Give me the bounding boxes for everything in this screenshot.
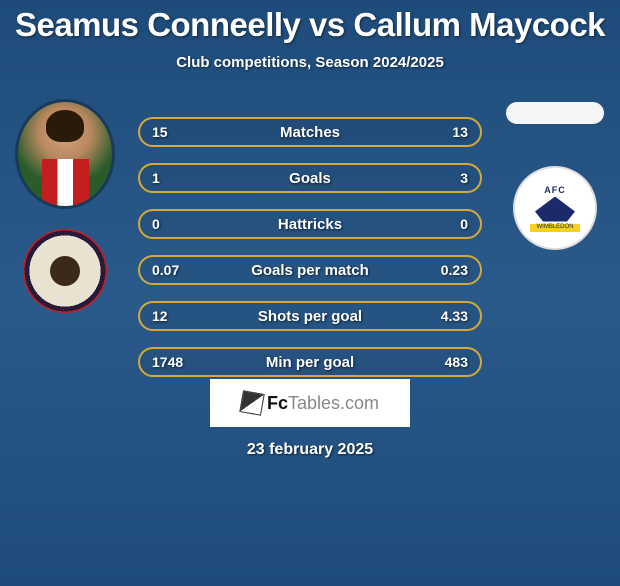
stat-right-value: 0 <box>460 216 468 232</box>
brand-prefix: Fc <box>267 393 288 413</box>
page-title: Seamus Conneelly vs Callum Maycock <box>0 6 620 44</box>
player-left-club-badge <box>23 229 107 313</box>
stat-label: Hattricks <box>278 216 342 233</box>
brand-suffix: Tables.com <box>288 393 379 413</box>
stat-row-hattricks: 0 Hattricks 0 <box>138 209 482 239</box>
stat-row-goals: 1 Goals 3 <box>138 163 482 193</box>
stat-left-value: 1748 <box>152 354 183 370</box>
badge-right-bottom-text: WIMBLEDON <box>530 224 580 232</box>
badge-right-eagle-icon <box>535 197 575 222</box>
stat-label: Min per goal <box>266 354 354 371</box>
player-left-photo <box>15 99 115 209</box>
stat-right-value: 483 <box>445 354 468 370</box>
stat-left-value: 15 <box>152 124 168 140</box>
badge-right-top-text: AFC <box>544 185 566 195</box>
footer-date: 23 february 2025 <box>0 441 620 459</box>
stat-label: Goals per match <box>251 262 369 279</box>
stat-label: Shots per goal <box>258 308 362 325</box>
comparison-content: AFC WIMBLEDON 15 Matches 13 1 Goals 3 0 … <box>0 99 620 369</box>
stat-row-goals-per-match: 0.07 Goals per match 0.23 <box>138 255 482 285</box>
stat-row-min-per-goal: 1748 Min per goal 483 <box>138 347 482 377</box>
player-right-photo-placeholder <box>506 102 604 124</box>
stat-left-value: 0 <box>152 216 160 232</box>
stat-label: Goals <box>289 170 331 187</box>
right-player-column: AFC WIMBLEDON <box>500 99 610 250</box>
stat-row-shots-per-goal: 12 Shots per goal 4.33 <box>138 301 482 331</box>
stat-right-value: 0.23 <box>441 262 468 278</box>
stat-row-matches: 15 Matches 13 <box>138 117 482 147</box>
subtitle: Club competitions, Season 2024/2025 <box>0 54 620 71</box>
stat-right-value: 4.33 <box>441 308 468 324</box>
stat-right-value: 13 <box>452 124 468 140</box>
chart-icon <box>239 390 264 415</box>
stat-label: Matches <box>280 124 340 141</box>
stat-left-value: 12 <box>152 308 168 324</box>
footer-brand-text: FcTables.com <box>267 393 379 414</box>
player-right-club-badge: AFC WIMBLEDON <box>513 166 597 250</box>
stat-left-value: 1 <box>152 170 160 186</box>
stat-left-value: 0.07 <box>152 262 179 278</box>
stats-list: 15 Matches 13 1 Goals 3 0 Hattricks 0 0.… <box>138 117 482 393</box>
stat-right-value: 3 <box>460 170 468 186</box>
left-player-column <box>10 99 120 313</box>
